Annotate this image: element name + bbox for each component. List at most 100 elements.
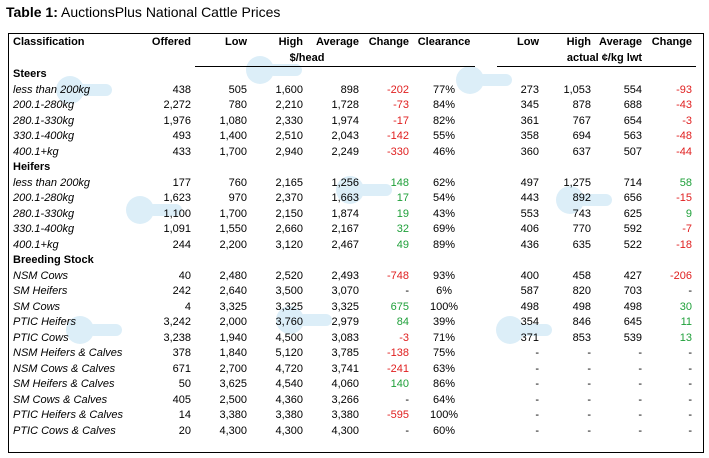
table-cell: 177: [172, 176, 192, 189]
cell-change: 11: [680, 316, 693, 329]
table-cell: 493: [172, 130, 192, 143]
row-label: NSM Cows & Calves: [13, 362, 116, 375]
table-cell: 688: [623, 99, 643, 112]
table-cell: 820: [572, 285, 592, 298]
table-cell: 360: [520, 145, 540, 158]
section-title: Breeding Stock: [13, 254, 94, 267]
col-clearance: Clearance: [417, 36, 471, 49]
table-cell: 3,325: [219, 300, 248, 313]
table-cell: 1,874: [331, 207, 360, 220]
table-cell: -: [638, 409, 643, 422]
table-cell: 1,100: [163, 207, 192, 220]
table-cell: 767: [572, 114, 592, 127]
table-cell: 2,480: [219, 269, 248, 282]
table-row: SM Heifers & Calves 50 3,625 4,540 4,060 140 8…: [9, 377, 696, 393]
table-cell: 2,510: [275, 130, 304, 143]
cell-change: -595: [387, 409, 410, 422]
cell-change: 32: [396, 223, 410, 236]
table-cell: 4,300: [219, 424, 248, 437]
unit-head: $/head: [251, 50, 364, 67]
table-cell: 563: [623, 130, 643, 143]
row-label: PTIC Cows: [13, 331, 69, 344]
cell-change: 19: [396, 207, 410, 220]
table-cell: 2,210: [275, 99, 304, 112]
section-header: Breeding Stock: [9, 253, 696, 269]
row-label: 330.1-400kg: [13, 130, 75, 143]
table-cell: 1,940: [219, 331, 248, 344]
cell-clearance: 43%: [433, 207, 456, 220]
row-label: SM Heifers & Calves: [13, 378, 115, 391]
cell-clearance: 69%: [433, 223, 456, 236]
cell-clearance: 89%: [433, 238, 456, 251]
table-cell: -: [638, 362, 643, 375]
table-row: 330.1-400kg 493 1,400 2,510 2,043 -142 55% 358 6…: [9, 129, 696, 145]
cell-change: -: [405, 393, 410, 406]
cell-change: 675: [390, 300, 410, 313]
row-label: 200.1-280kg: [13, 99, 75, 112]
row-label: 280.1-330kg: [13, 207, 75, 220]
header-row: Classification Offered Low High Average …: [9, 35, 696, 51]
table-cell: 436: [520, 238, 540, 251]
unit-kg: actual ¢/kg lwt: [543, 50, 647, 67]
cell-change: 9: [685, 207, 693, 220]
table-cell: 358: [520, 130, 540, 143]
cell-clearance: 60%: [433, 424, 456, 437]
row-label: 330.1-400kg: [13, 223, 75, 236]
table-cell: 2,167: [331, 223, 360, 236]
table-cell: -: [587, 347, 592, 360]
table-cell: 2,979: [331, 316, 360, 329]
table-cell: 714: [623, 176, 643, 189]
table-cell: 780: [228, 99, 248, 112]
table-cell: 970: [228, 192, 248, 205]
cell-change: -15: [676, 192, 693, 205]
table-cell: 1,700: [219, 207, 248, 220]
table-cell: 2,640: [219, 285, 248, 298]
table-cell: 1,663: [331, 192, 360, 205]
table-cell: 671: [172, 362, 192, 375]
table-row: 330.1-400kg 1,091 1,550 2,660 2,167 32 69% 406 7…: [9, 222, 696, 238]
table-cell: 743: [572, 207, 592, 220]
cell-change: -17: [393, 114, 410, 127]
cell-clearance: 84%: [433, 99, 456, 112]
table-cell: 458: [572, 269, 592, 282]
table-cell: 4,060: [331, 378, 360, 391]
cell-clearance: 100%: [429, 409, 459, 422]
table-row: PTIC Heifers 3,242 2,000 3,760 2,979 84 39% 354…: [9, 315, 696, 331]
table-cell: 539: [623, 331, 643, 344]
table-row: less than 200kg 438 505 1,600 898 -202 77% 273 1…: [9, 83, 696, 99]
table-cell: 3,325: [275, 300, 304, 313]
table-cell: 400: [520, 269, 540, 282]
table-cell: 2,520: [275, 269, 304, 282]
cell-clearance: 55%: [433, 130, 456, 143]
table-cell: 20: [178, 424, 192, 437]
table-cell: 3,380: [275, 409, 304, 422]
col-offered: Offered: [151, 36, 192, 49]
table-cell: 505: [228, 83, 248, 96]
col-low: Low: [225, 36, 248, 49]
table-cell: 1,728: [331, 99, 360, 112]
table-cell: 1,053: [563, 83, 592, 96]
cell-change: -138: [387, 347, 410, 360]
table-cell: 3,625: [219, 378, 248, 391]
table-cell: 3,785: [331, 347, 360, 360]
table-cell: -: [638, 393, 643, 406]
table-cell: 635: [572, 238, 592, 251]
cell-clearance: 100%: [429, 300, 459, 313]
table-cell: -: [535, 378, 540, 391]
cell-change: -202: [387, 83, 410, 96]
cell-change: -18: [676, 238, 693, 251]
table-cell: 1,091: [163, 223, 192, 236]
cell-change: -43: [676, 99, 693, 112]
table-caption: Table 1: AuctionsPlus National Cattle Pr…: [6, 4, 281, 20]
row-label: NSM Heifers & Calves: [13, 347, 123, 360]
table-cell: 1,550: [219, 223, 248, 236]
row-label: PTIC Heifers & Calves: [13, 409, 124, 422]
cell-change: -: [688, 424, 693, 437]
table-cell: 498: [520, 300, 540, 313]
cell-clearance: 46%: [433, 145, 456, 158]
cell-change: 30: [679, 300, 693, 313]
table-cell: 656: [623, 192, 643, 205]
table-cell: 3,760: [275, 316, 304, 329]
table-cell: 2,200: [219, 238, 248, 251]
table-cell: 371: [520, 331, 540, 344]
